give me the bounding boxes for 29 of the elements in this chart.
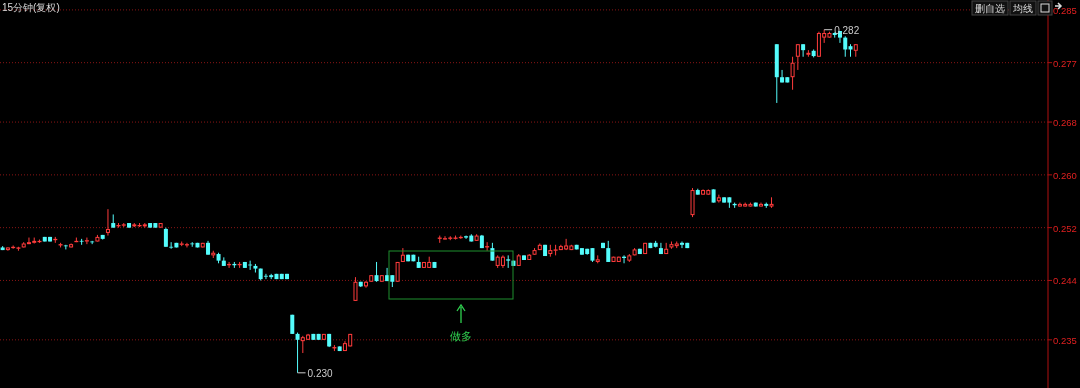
candlestick <box>790 56 795 91</box>
y-tick-label: 0.260 <box>1053 169 1077 181</box>
annotation: 均线 <box>1012 3 1033 14</box>
y-tick-label: 0.244 <box>1053 275 1077 287</box>
candlestick <box>84 237 89 245</box>
candlestick <box>374 261 379 283</box>
candlestick <box>485 241 490 252</box>
candlestick <box>353 276 358 302</box>
candlestick <box>163 227 168 248</box>
annotation: 0.282 <box>834 24 860 36</box>
y-tick-label: 0.252 <box>1053 222 1077 234</box>
candlestick <box>801 43 806 58</box>
y-tick-label: 0.277 <box>1053 57 1077 69</box>
y-tick-label: 0.268 <box>1053 117 1077 129</box>
annotation: 0.230 <box>307 367 334 379</box>
candlestick <box>658 242 663 255</box>
candlestick <box>795 43 800 71</box>
y-tick-label: 0.285 <box>1053 4 1077 16</box>
annotation: 15分钟(复权) <box>2 2 60 13</box>
candlestick <box>606 240 611 263</box>
candlestick <box>227 261 232 269</box>
candlestick <box>780 69 785 83</box>
candlestick <box>716 194 721 204</box>
annotation: 做多 <box>450 330 472 342</box>
y-tick-label: 0.235 <box>1053 334 1077 346</box>
annotation: 删自选 <box>975 3 1005 14</box>
candlestick <box>105 208 110 237</box>
candlestick <box>295 332 300 374</box>
candlestick <box>843 35 848 58</box>
